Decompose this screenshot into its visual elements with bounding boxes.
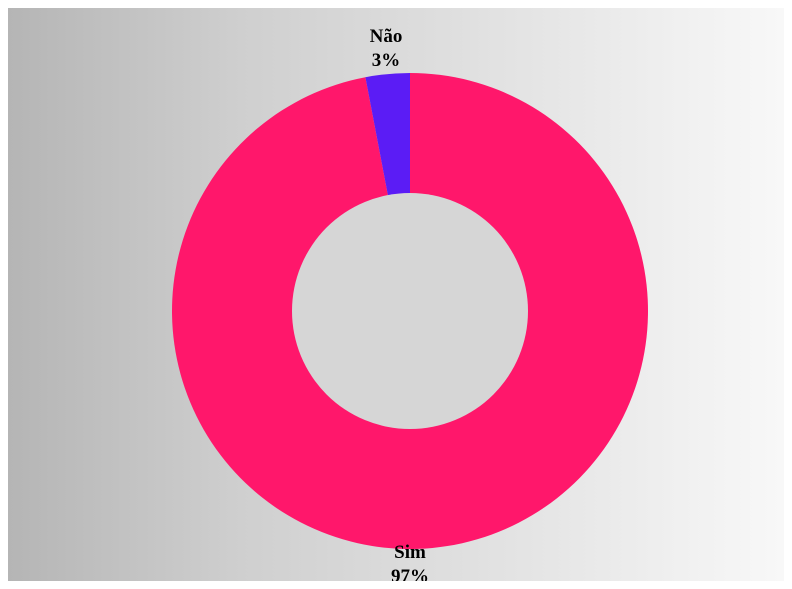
slice-label-sim-value: 97% — [391, 566, 429, 581]
slice-label-nao-name: Não — [370, 26, 403, 47]
slice-label-sim-name: Sim — [394, 542, 426, 563]
donut-chart: Não 3% Sim 97% — [172, 26, 648, 581]
slice-label-nao-value: 3% — [372, 50, 401, 71]
donut-hole — [292, 193, 528, 429]
chart-area: Não 3% Sim 97% — [8, 8, 784, 581]
